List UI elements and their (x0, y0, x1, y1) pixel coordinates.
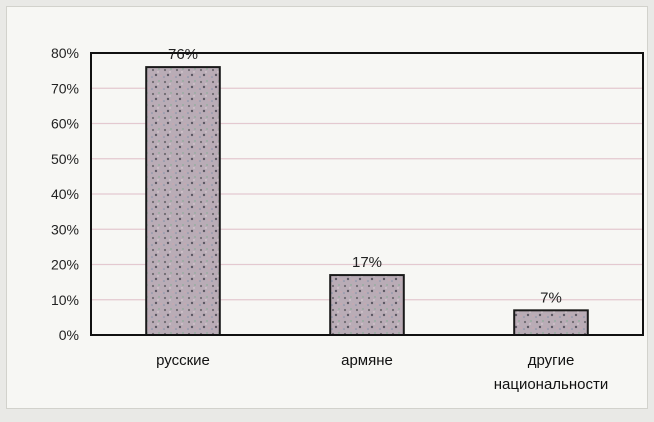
y-tick-label: 0% (59, 327, 79, 343)
data-label: 76% (168, 46, 198, 63)
data-label: 7% (540, 289, 562, 306)
y-tick-label: 60% (51, 116, 79, 132)
chart-figure: 0% 10% 20% 30% 40% 50% 60% 70% 80% 76% 17% 7% русс… (6, 6, 648, 409)
bars (145, 66, 589, 337)
bar (513, 309, 589, 337)
bar-chart: 0% 10% 20% 30% 40% 50% 60% 70% 80% 76% 17% 7% русс… (51, 45, 644, 393)
y-tick-label: 10% (51, 292, 79, 308)
plot-area-border (90, 52, 644, 336)
y-tick-label: 40% (51, 186, 79, 202)
data-labels: 76% 17% 7% (168, 46, 562, 306)
y-tick-label: 50% (51, 151, 79, 167)
y-tick-label: 80% (51, 45, 79, 61)
x-category-label: армяне (341, 352, 393, 369)
bar (329, 274, 405, 337)
y-tick-label: 20% (51, 257, 79, 273)
data-label: 17% (352, 254, 382, 271)
y-tick-label: 70% (51, 80, 79, 96)
y-tick-label: 30% (51, 221, 79, 237)
y-axis: 0% 10% 20% 30% 40% 50% 60% 70% 80% (51, 45, 79, 343)
bar (145, 66, 221, 336)
x-category-label: национальности (494, 376, 609, 393)
x-category-label: другие (528, 352, 575, 369)
x-category-label: русские (156, 352, 210, 369)
x-axis: русские армяне другие национальности (156, 352, 608, 393)
